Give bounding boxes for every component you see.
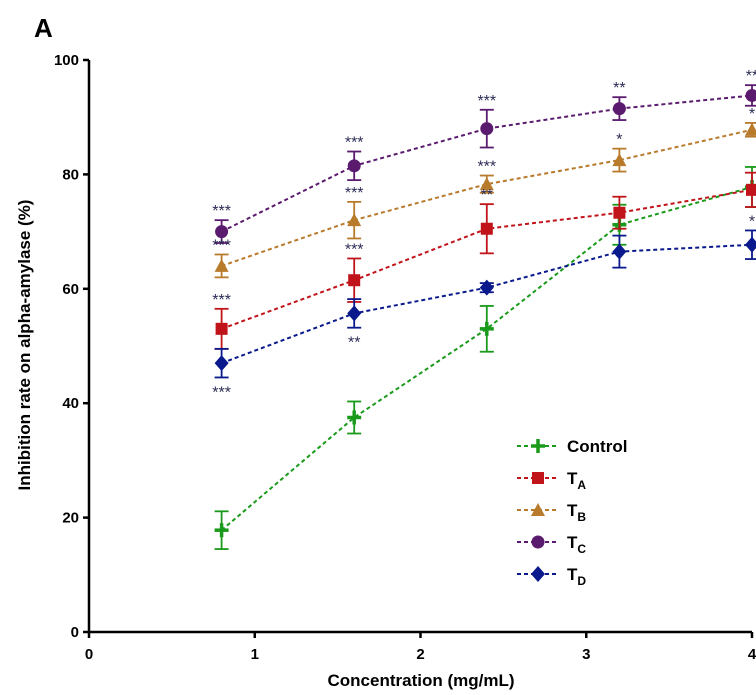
y-axis-title: Inhibition rate on alpha-amylase (%) bbox=[15, 200, 34, 491]
significance-label: *** bbox=[477, 93, 496, 110]
significance-label: *** bbox=[212, 203, 231, 220]
y-tick-label: 80 bbox=[62, 166, 79, 183]
significance-label: * bbox=[616, 132, 622, 149]
legend-label: TB bbox=[567, 501, 586, 524]
legend-item: TB bbox=[517, 501, 586, 524]
data-point bbox=[613, 206, 626, 219]
data-point bbox=[348, 274, 361, 287]
significance-label: *** bbox=[477, 159, 496, 176]
significance-label: *** bbox=[345, 185, 364, 202]
significance-label: *** bbox=[212, 292, 231, 309]
data-point bbox=[347, 410, 362, 425]
significance-label: ** bbox=[746, 68, 756, 85]
legend-item: TA bbox=[517, 469, 586, 492]
data-point bbox=[479, 279, 494, 296]
significance-label: ** bbox=[481, 187, 493, 204]
series-tc bbox=[214, 84, 756, 244]
x-tick-label: 1 bbox=[251, 646, 259, 663]
data-point bbox=[612, 102, 626, 116]
x-tick-label: 0 bbox=[85, 646, 93, 663]
significance-label: *** bbox=[212, 237, 231, 254]
data-point bbox=[214, 258, 229, 272]
y-tick-label: 60 bbox=[62, 281, 79, 298]
legend-marker bbox=[531, 566, 545, 582]
significance-label: *** bbox=[345, 135, 364, 152]
data-point bbox=[480, 222, 493, 235]
data-point bbox=[745, 88, 756, 102]
significance-label: *** bbox=[212, 384, 231, 401]
y-tick-label: 0 bbox=[71, 624, 79, 641]
legend-label: TA bbox=[567, 469, 586, 492]
legend: Control TA TB TC TD bbox=[517, 437, 627, 588]
data-point bbox=[745, 236, 756, 253]
panel-label: A bbox=[34, 13, 53, 43]
data-point bbox=[479, 177, 494, 191]
legend-marker bbox=[531, 503, 545, 516]
legend-label-subscript: C bbox=[577, 542, 586, 556]
x-axis-title: Concentration (mg/mL) bbox=[328, 671, 515, 690]
legend-item: Control bbox=[517, 437, 627, 456]
data-point bbox=[347, 305, 362, 322]
data-point bbox=[214, 355, 229, 372]
y-tick-label: 40 bbox=[62, 395, 79, 412]
legend-label: TD bbox=[567, 565, 586, 588]
series-line bbox=[221, 94, 753, 233]
data-point bbox=[612, 243, 627, 260]
legend-label: TC bbox=[567, 533, 586, 556]
legend-label-subscript: A bbox=[577, 478, 586, 492]
legend-item: TC bbox=[517, 533, 586, 556]
data-point bbox=[347, 159, 361, 173]
data-point bbox=[480, 122, 494, 136]
data-point bbox=[746, 183, 756, 196]
data-point bbox=[215, 322, 228, 335]
data-point bbox=[215, 225, 229, 239]
data-point bbox=[214, 523, 229, 538]
data-point bbox=[745, 122, 756, 136]
data-point bbox=[612, 153, 627, 167]
data-point bbox=[347, 213, 362, 227]
series-line bbox=[220, 186, 753, 531]
significance-label: ** bbox=[613, 80, 625, 97]
significance-label: * bbox=[749, 213, 755, 230]
significance-label: * bbox=[749, 106, 755, 123]
legend-marker bbox=[532, 472, 544, 484]
series-td bbox=[214, 229, 756, 379]
y-tick-label: 100 bbox=[54, 52, 79, 69]
legend-label-subscript: D bbox=[577, 574, 586, 588]
legend-label-subscript: B bbox=[577, 510, 586, 524]
significance-label: *** bbox=[345, 241, 364, 258]
legend-marker bbox=[531, 535, 545, 549]
x-tick-label: 2 bbox=[416, 646, 424, 663]
legend-item: TD bbox=[517, 565, 586, 588]
data-point bbox=[479, 321, 494, 336]
series-tb bbox=[214, 122, 756, 279]
x-tick-label: 3 bbox=[582, 646, 590, 663]
y-tick-label: 20 bbox=[62, 510, 79, 527]
series-line bbox=[221, 128, 753, 267]
significance-label: ** bbox=[348, 335, 360, 352]
legend-label: Control bbox=[567, 437, 627, 456]
x-tick-label: 4 bbox=[748, 646, 756, 663]
legend-marker bbox=[531, 439, 545, 453]
